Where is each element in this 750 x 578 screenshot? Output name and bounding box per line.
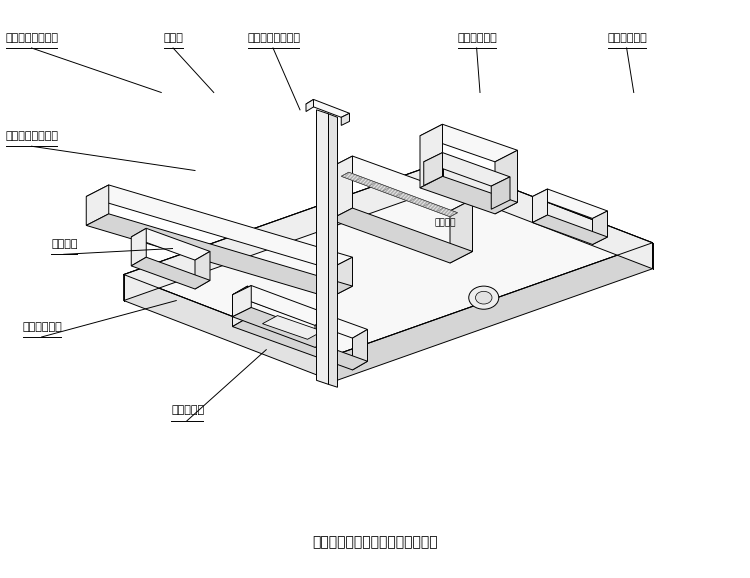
Polygon shape	[306, 99, 314, 112]
Polygon shape	[232, 286, 248, 327]
Polygon shape	[420, 124, 518, 162]
Circle shape	[476, 291, 492, 304]
Polygon shape	[424, 153, 510, 186]
Text: 試樣架: 試樣架	[164, 32, 183, 43]
Polygon shape	[232, 286, 251, 317]
Polygon shape	[86, 185, 352, 269]
Polygon shape	[532, 189, 548, 223]
Text: 低溫室、試樣排列及自動送樣裝置: 低溫室、試樣排列及自動送樣裝置	[312, 535, 438, 549]
Polygon shape	[232, 307, 334, 347]
Polygon shape	[330, 257, 352, 298]
Polygon shape	[131, 228, 210, 260]
Polygon shape	[124, 162, 652, 355]
Polygon shape	[86, 185, 109, 225]
Polygon shape	[262, 316, 322, 339]
Polygon shape	[420, 176, 518, 214]
Polygon shape	[532, 215, 608, 244]
Polygon shape	[232, 318, 368, 370]
Polygon shape	[532, 189, 608, 218]
Text: 送樣氣缸組件: 送樣氣缸組件	[22, 321, 62, 332]
Polygon shape	[306, 99, 350, 117]
Polygon shape	[86, 214, 352, 298]
Polygon shape	[124, 275, 334, 381]
Polygon shape	[232, 286, 368, 338]
Polygon shape	[328, 114, 338, 387]
Text: 定位氣缸組件: 定位氣缸組件	[608, 32, 647, 43]
Polygon shape	[495, 150, 517, 214]
Text: 縱向裝樣氣缸組件: 縱向裝樣氣缸組件	[6, 131, 59, 141]
Polygon shape	[420, 124, 442, 188]
Polygon shape	[330, 208, 472, 263]
Polygon shape	[442, 162, 652, 269]
Polygon shape	[450, 199, 472, 263]
Polygon shape	[334, 243, 652, 381]
Polygon shape	[330, 156, 472, 211]
Text: 拆去上蓋試樣排列: 拆去上蓋試樣排列	[248, 32, 301, 43]
Polygon shape	[330, 156, 352, 220]
Polygon shape	[124, 162, 442, 301]
Polygon shape	[232, 286, 334, 325]
Polygon shape	[491, 177, 510, 209]
Text: 液氮控制閥: 液氮控制閥	[171, 405, 204, 416]
Polygon shape	[424, 153, 442, 186]
Polygon shape	[316, 110, 328, 384]
Polygon shape	[315, 316, 334, 347]
Text: 高低溫室: 高低溫室	[51, 239, 77, 249]
Polygon shape	[341, 113, 350, 125]
Polygon shape	[592, 211, 608, 244]
Polygon shape	[341, 172, 458, 217]
Text: 橫向裝樣氣缸組件: 橫向裝樣氣缸組件	[6, 32, 59, 43]
Polygon shape	[131, 257, 210, 289]
Polygon shape	[131, 228, 146, 266]
Text: 頂緊氣缸組件: 頂緊氣缸組件	[458, 32, 497, 43]
Circle shape	[469, 286, 499, 309]
Polygon shape	[352, 329, 368, 370]
Text: 液氮進口: 液氮進口	[435, 218, 457, 227]
Polygon shape	[195, 251, 210, 289]
